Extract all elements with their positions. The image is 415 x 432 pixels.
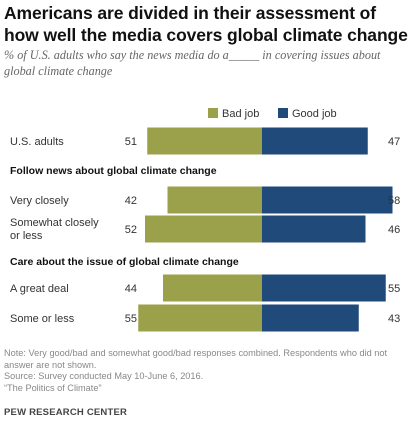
footer-note: Note: Very good/bad and somewhat good/ba… xyxy=(4,348,388,370)
group-heading: Care about the issue of global climate c… xyxy=(10,256,239,268)
bar-good-job xyxy=(262,304,359,332)
row-label: Some or less xyxy=(10,313,75,325)
chart-footer: Note: Very good/bad and somewhat good/ba… xyxy=(4,348,412,394)
row-label: Very closely xyxy=(10,195,69,207)
bar-bad-job xyxy=(163,274,262,302)
bar-bad-job xyxy=(138,304,262,332)
bar-bad-job xyxy=(167,186,262,214)
footer-report: “The Politics of Climate” xyxy=(4,382,102,393)
value-good-job: 43 xyxy=(388,313,400,325)
value-bad-job: 55 xyxy=(125,313,137,325)
value-bad-job: 44 xyxy=(125,283,137,295)
legend-label-bad: Bad job xyxy=(222,108,259,120)
value-good-job: 55 xyxy=(388,283,400,295)
row-label: Somewhat closely xyxy=(10,217,99,229)
row-label: U.S. adults xyxy=(10,136,64,148)
footer-source: Source: Survey conducted May 10-June 6, … xyxy=(4,371,204,381)
chart-title: Americans are divided in their assessmen… xyxy=(4,3,408,45)
group-heading: Follow news about global climate change xyxy=(10,165,217,177)
chart-area: Bad job Good job U.S. adults 51 47 Follow new… xyxy=(10,108,400,332)
row-label-cont: or less xyxy=(10,230,43,242)
row-label: A great deal xyxy=(10,283,69,295)
bar-bad-job xyxy=(145,215,262,243)
bar-good-job xyxy=(262,127,368,155)
bar-good-job xyxy=(262,274,386,302)
value-good-job: 47 xyxy=(388,136,400,148)
value-good-job: 46 xyxy=(388,224,400,236)
value-bad-job: 52 xyxy=(125,224,137,236)
legend-label-good: Good job xyxy=(292,108,337,120)
bar-good-job xyxy=(262,186,393,214)
brand-label: PEW RESEARCH CENTER xyxy=(4,407,128,418)
chart-subtitle: % of U.S. adults who say the news media … xyxy=(4,48,381,78)
bar-good-job xyxy=(262,215,366,243)
legend-swatch-bad xyxy=(208,108,218,118)
value-bad-job: 42 xyxy=(125,195,137,207)
legend-swatch-good xyxy=(278,108,288,118)
value-bad-job: 51 xyxy=(125,136,137,148)
value-good-job: 58 xyxy=(388,195,400,207)
bar-bad-job xyxy=(147,127,262,155)
